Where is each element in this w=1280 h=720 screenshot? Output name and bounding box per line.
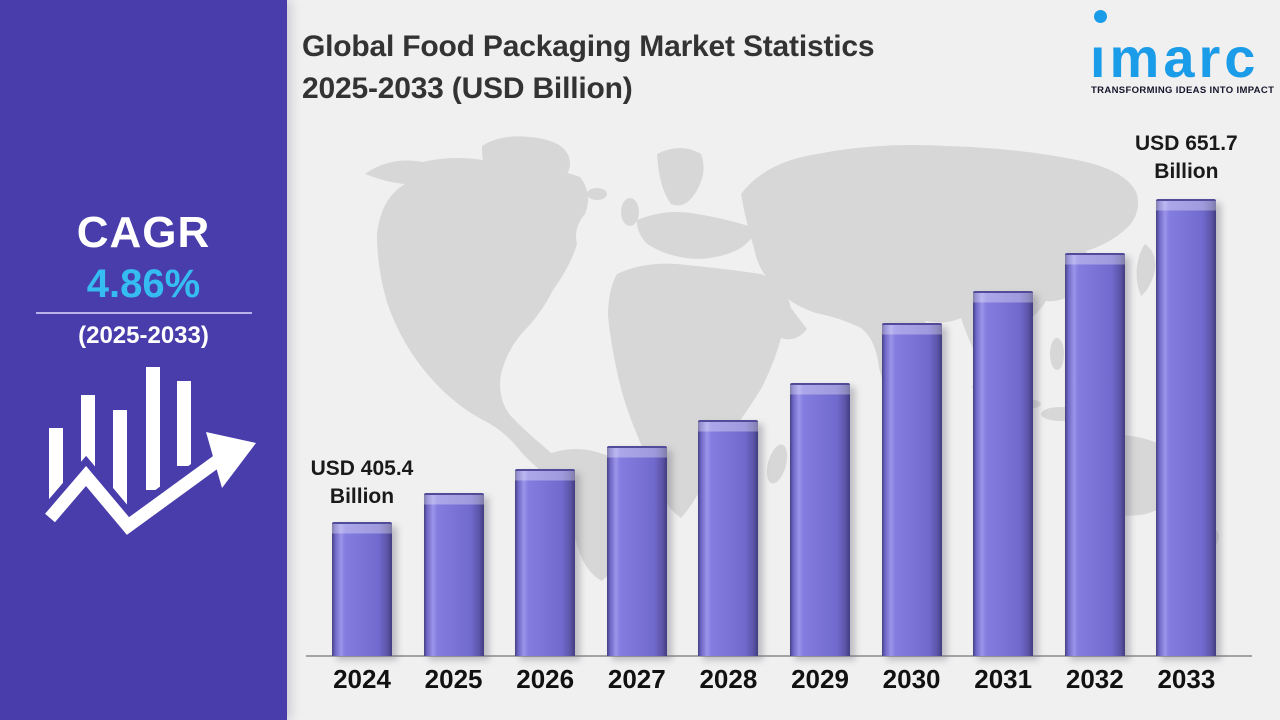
bar-2029 bbox=[790, 383, 850, 656]
bar-2024 bbox=[332, 522, 392, 656]
bar-2031 bbox=[973, 291, 1034, 656]
logo-tagline: TRANSFORMING IDEAS INTO IMPACT bbox=[1091, 85, 1275, 96]
cagr-value: 4.86% bbox=[86, 262, 201, 306]
x-tick-2031: 2031 bbox=[974, 664, 1033, 694]
page-title-line1: Global Food Packaging Market Statistics bbox=[302, 30, 875, 63]
trend-chart-arrow-icon bbox=[44, 367, 263, 544]
bar-2027 bbox=[606, 446, 667, 656]
x-axis-line bbox=[306, 655, 1252, 657]
bar-value-label-2024: USD 405.4 Billion bbox=[310, 457, 414, 508]
bar-2025 bbox=[423, 493, 484, 656]
x-tick-2030: 2030 bbox=[882, 664, 941, 694]
imarc-logo: imarc TRANSFORMING IDEAS INTO IMPACT bbox=[1090, 8, 1280, 103]
x-tick-2028: 2028 bbox=[699, 664, 758, 694]
bar-2032 bbox=[1064, 253, 1125, 656]
cagr-divider bbox=[36, 312, 252, 314]
x-tick-2026: 2026 bbox=[516, 664, 575, 694]
x-tick-2032: 2032 bbox=[1065, 664, 1124, 694]
bar-2026 bbox=[515, 469, 576, 656]
cagr-period: (2025-2033) bbox=[78, 322, 209, 349]
logo-wordmark: imarc bbox=[1090, 26, 1260, 89]
bar-2033 bbox=[1156, 199, 1217, 656]
logo-dot-icon bbox=[1094, 10, 1107, 23]
bar-2028 bbox=[698, 420, 759, 656]
cagr-label: CAGR bbox=[76, 208, 211, 257]
page-title: Global Food Packaging Market Statistics 2… bbox=[302, 26, 1062, 110]
x-tick-2033: 2033 bbox=[1157, 664, 1216, 694]
x-tick-2024: 2024 bbox=[333, 664, 391, 694]
x-tick-2027: 2027 bbox=[607, 664, 666, 694]
cagr-sidebar: CAGR 4.86% (2025-2033) bbox=[0, 0, 287, 720]
bar-value-label-2033: USD 651.7 Billion bbox=[1135, 132, 1238, 183]
x-tick-2025: 2025 bbox=[424, 664, 483, 694]
x-tick-2029: 2029 bbox=[791, 664, 849, 694]
page-title-line2: 2025-2033 (USD Billion) bbox=[302, 72, 633, 105]
bar-2030 bbox=[881, 323, 942, 656]
